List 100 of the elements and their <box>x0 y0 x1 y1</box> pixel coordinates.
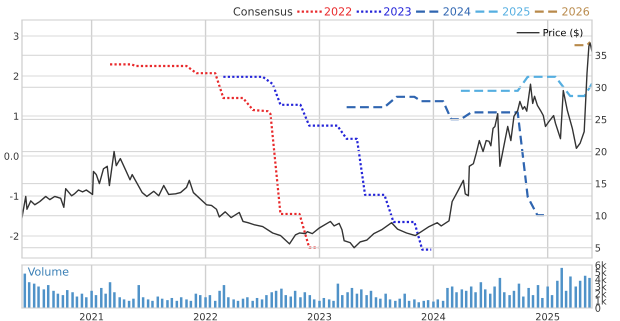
bar <box>180 297 182 308</box>
bar <box>522 296 525 308</box>
y-tick-label: 0.0 <box>4 152 19 160</box>
bar <box>512 290 516 308</box>
bar <box>508 295 511 308</box>
bar <box>536 285 540 308</box>
annotation: Volume <box>28 267 68 276</box>
bar <box>484 289 486 308</box>
bar <box>318 300 321 308</box>
bar <box>436 299 440 308</box>
y2-tick-label: 35 <box>596 52 606 60</box>
bar <box>227 297 230 308</box>
bar <box>498 278 502 308</box>
y2-tick-label: 15 <box>596 180 606 188</box>
bar <box>32 284 36 308</box>
bar <box>71 292 74 308</box>
bar <box>360 289 363 308</box>
y2-tick-label: 5 <box>596 244 600 252</box>
bar <box>242 298 244 308</box>
bar <box>270 292 273 308</box>
bar <box>556 280 559 308</box>
y-tick-label: -1 <box>10 192 18 200</box>
y-tick-label: 2 <box>14 72 18 80</box>
bar <box>251 300 254 308</box>
bar <box>450 286 454 308</box>
bar <box>37 286 40 308</box>
y2-tick-label: 6k <box>595 261 607 269</box>
bar <box>280 288 283 308</box>
bar <box>94 295 98 308</box>
bar <box>290 296 292 308</box>
bar <box>408 300 410 308</box>
bar <box>312 299 316 308</box>
bar <box>503 292 506 308</box>
bar <box>578 280 582 308</box>
bar <box>346 292 349 308</box>
bar <box>365 295 368 308</box>
x-tick-label: 2021 <box>80 313 104 320</box>
bar <box>108 282 112 308</box>
bar <box>388 299 392 308</box>
bar <box>236 300 240 308</box>
legend-title: Consensus <box>234 7 292 16</box>
bar <box>446 288 449 308</box>
bar <box>588 278 591 308</box>
bar <box>299 297 302 308</box>
bar <box>46 285 50 308</box>
x-tick-label: 2023 <box>308 313 332 320</box>
legend-label: Price ($) <box>544 28 582 38</box>
bar <box>85 297 88 308</box>
bar <box>80 294 84 308</box>
bar <box>403 294 406 308</box>
y2-tick-label: 1k <box>596 297 607 305</box>
bar <box>384 294 387 308</box>
bar <box>455 292 458 308</box>
bar <box>246 297 249 308</box>
bar <box>260 299 264 308</box>
bar <box>118 297 121 308</box>
legend-label: 2022 <box>324 7 352 16</box>
line-series <box>22 42 592 248</box>
bar <box>138 285 140 308</box>
bar <box>546 286 549 308</box>
bar <box>460 289 464 308</box>
bar <box>413 299 416 308</box>
bar <box>480 282 482 308</box>
bar <box>488 294 492 308</box>
y-tick-label: -2 <box>10 232 18 240</box>
bar <box>518 284 520 308</box>
bar <box>274 290 278 308</box>
bar <box>527 288 530 308</box>
bar <box>398 298 401 308</box>
bar <box>464 290 468 308</box>
bar <box>394 300 397 308</box>
bar <box>222 285 226 308</box>
bar <box>560 268 563 308</box>
bar <box>370 290 372 308</box>
legend-label: 2023 <box>384 7 411 16</box>
bar <box>328 299 330 308</box>
bar <box>550 295 554 308</box>
bar <box>422 300 425 308</box>
bar <box>208 295 212 308</box>
bar <box>151 300 154 308</box>
bar <box>42 289 46 308</box>
bar <box>66 290 69 308</box>
bar <box>350 288 354 308</box>
bar <box>132 298 135 308</box>
bar <box>308 295 312 308</box>
bar <box>426 300 430 308</box>
line-series <box>460 76 592 98</box>
bar <box>374 297 378 308</box>
bar <box>156 296 160 308</box>
bar <box>52 290 55 308</box>
bar <box>56 294 60 308</box>
bar <box>24 274 26 308</box>
y2-tick-label: 30 <box>596 84 607 92</box>
bar <box>185 299 188 308</box>
y2-tick-label: 2k <box>595 290 607 298</box>
legend-label: 2025 <box>502 7 530 16</box>
bar <box>104 294 107 308</box>
legend-label: 2026 <box>562 7 590 16</box>
bar <box>356 294 358 308</box>
bar <box>166 300 169 308</box>
